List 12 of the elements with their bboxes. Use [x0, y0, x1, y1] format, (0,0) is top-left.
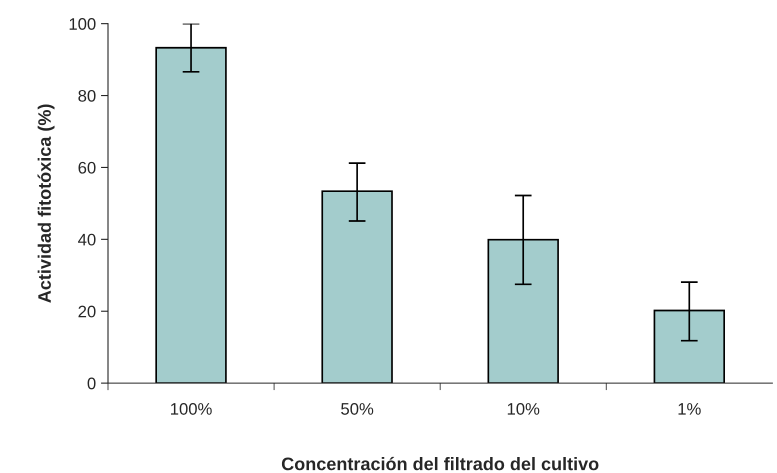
x-tick-label: 50%: [341, 403, 374, 415]
y-tick-label: 80: [78, 90, 96, 102]
x-tick-label: 1%: [678, 403, 701, 415]
y-tick-label: 20: [78, 306, 96, 318]
y-tick-label: 100: [70, 18, 96, 30]
y-tick-label: 60: [78, 162, 96, 174]
x-tick-label: 10%: [508, 403, 540, 415]
y-axis-title: Actividad fitotóxica (%): [38, 104, 55, 303]
y-tick-label: 40: [78, 234, 96, 246]
y-tick-label: 0: [88, 378, 96, 390]
x-axis-title: Concentración del filtrado del cultivo: [282, 456, 598, 470]
x-tick-label: 100%: [171, 403, 212, 415]
